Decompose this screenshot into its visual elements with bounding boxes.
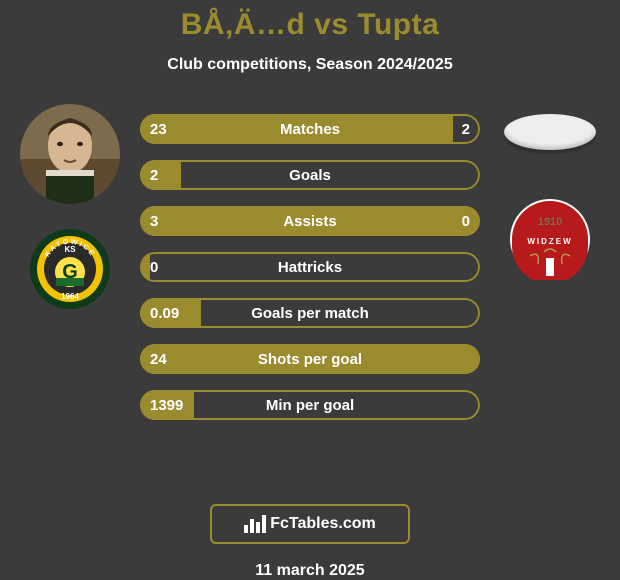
footer-logo: FcTables.com [210, 504, 410, 544]
stat-label: Min per goal [140, 390, 480, 420]
stat-label: Goals [140, 160, 480, 190]
comparison-infographic: BÅ‚Ä…d vs Tupta Club competitions, Seaso… [0, 0, 620, 580]
stat-right-value: 2 [462, 114, 470, 144]
right-player-column: 1910 WIDZEW [490, 94, 610, 474]
club-badge-left-text-top: KS [64, 245, 76, 254]
stat-label: Matches [140, 114, 480, 144]
stat-row: 0.09Goals per match [140, 298, 480, 328]
stat-row: 24Shots per goal [140, 344, 480, 374]
stat-right-value: 0 [462, 206, 470, 236]
stat-row: 2Goals [140, 160, 480, 190]
club-badge-left: KATOWICE KS G 1964 [20, 228, 120, 310]
club-badge-left-svg: KATOWICE KS G 1964 [20, 228, 120, 310]
stat-row: 3Assists0 [140, 206, 480, 236]
bars-icon [244, 515, 266, 533]
stat-bars: 23Matches22Goals3Assists00Hattricks0.09G… [140, 114, 480, 436]
player-avatar-left [20, 104, 120, 204]
left-player-column: KATOWICE KS G 1964 [10, 94, 130, 474]
stat-label: Shots per goal [140, 344, 480, 374]
page-title: BÅ‚Ä…d vs Tupta [0, 0, 620, 42]
club-badge-right: 1910 WIDZEW [500, 198, 600, 280]
stat-label: Goals per match [140, 298, 480, 328]
stat-label: Hattricks [140, 252, 480, 282]
footer-logo-text: FcTables.com [270, 515, 376, 533]
club-badge-right-svg: 1910 WIDZEW [500, 198, 600, 280]
stat-row: 1399Min per goal [140, 390, 480, 420]
page-subtitle: Club competitions, Season 2024/2025 [0, 56, 620, 74]
stat-row: 23Matches2 [140, 114, 480, 144]
club-badge-right-text-top: 1910 [538, 216, 562, 228]
footer-date: 11 march 2025 [0, 562, 620, 580]
stat-row: 0Hattricks [140, 252, 480, 282]
avatar-illustration [20, 104, 120, 204]
club-badge-left-text-bottom: 1964 [61, 292, 79, 301]
stat-label: Assists [140, 206, 480, 236]
content-area: KATOWICE KS G 1964 23Matches22Goals3Assi… [0, 94, 620, 474]
svg-text:G: G [62, 261, 78, 283]
player-avatar-right-placeholder [504, 114, 596, 150]
club-badge-right-text-band: WIDZEW [527, 237, 572, 246]
